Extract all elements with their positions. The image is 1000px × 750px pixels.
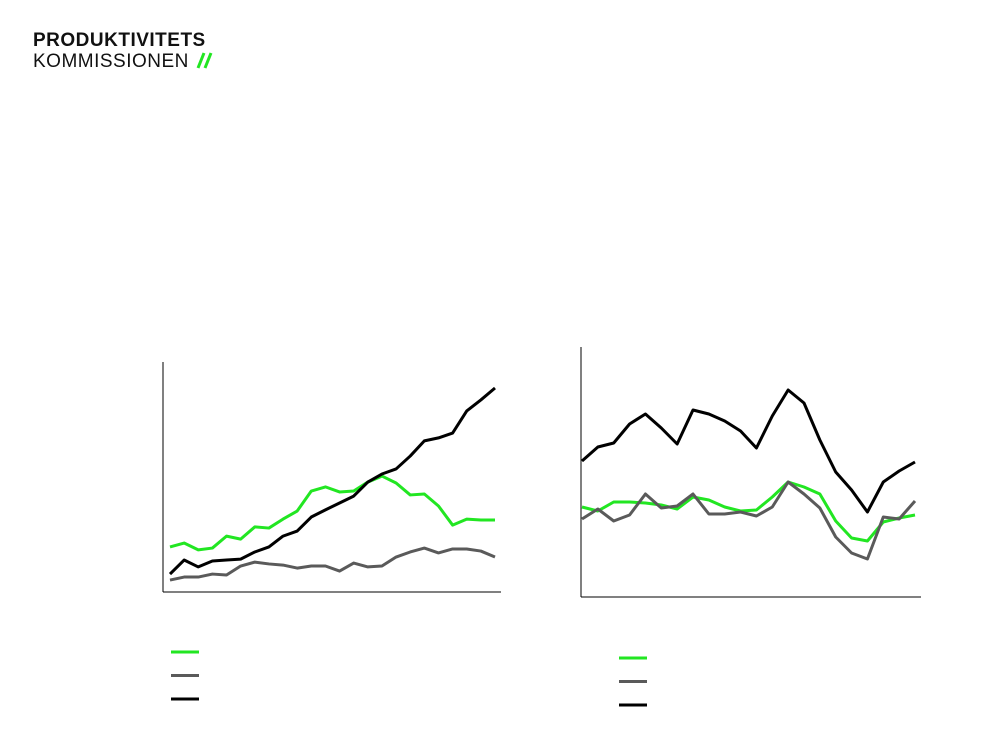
series-line	[168, 386, 496, 576]
series-line	[169, 546, 496, 582]
logo-slashes	[196, 52, 213, 69]
logo-line2: KOMMISSIONEN	[33, 51, 189, 72]
series-line	[581, 388, 916, 514]
series-line	[581, 480, 917, 561]
logo-line1: PRODUKTIVITETS	[33, 30, 206, 51]
series-line	[169, 474, 495, 552]
